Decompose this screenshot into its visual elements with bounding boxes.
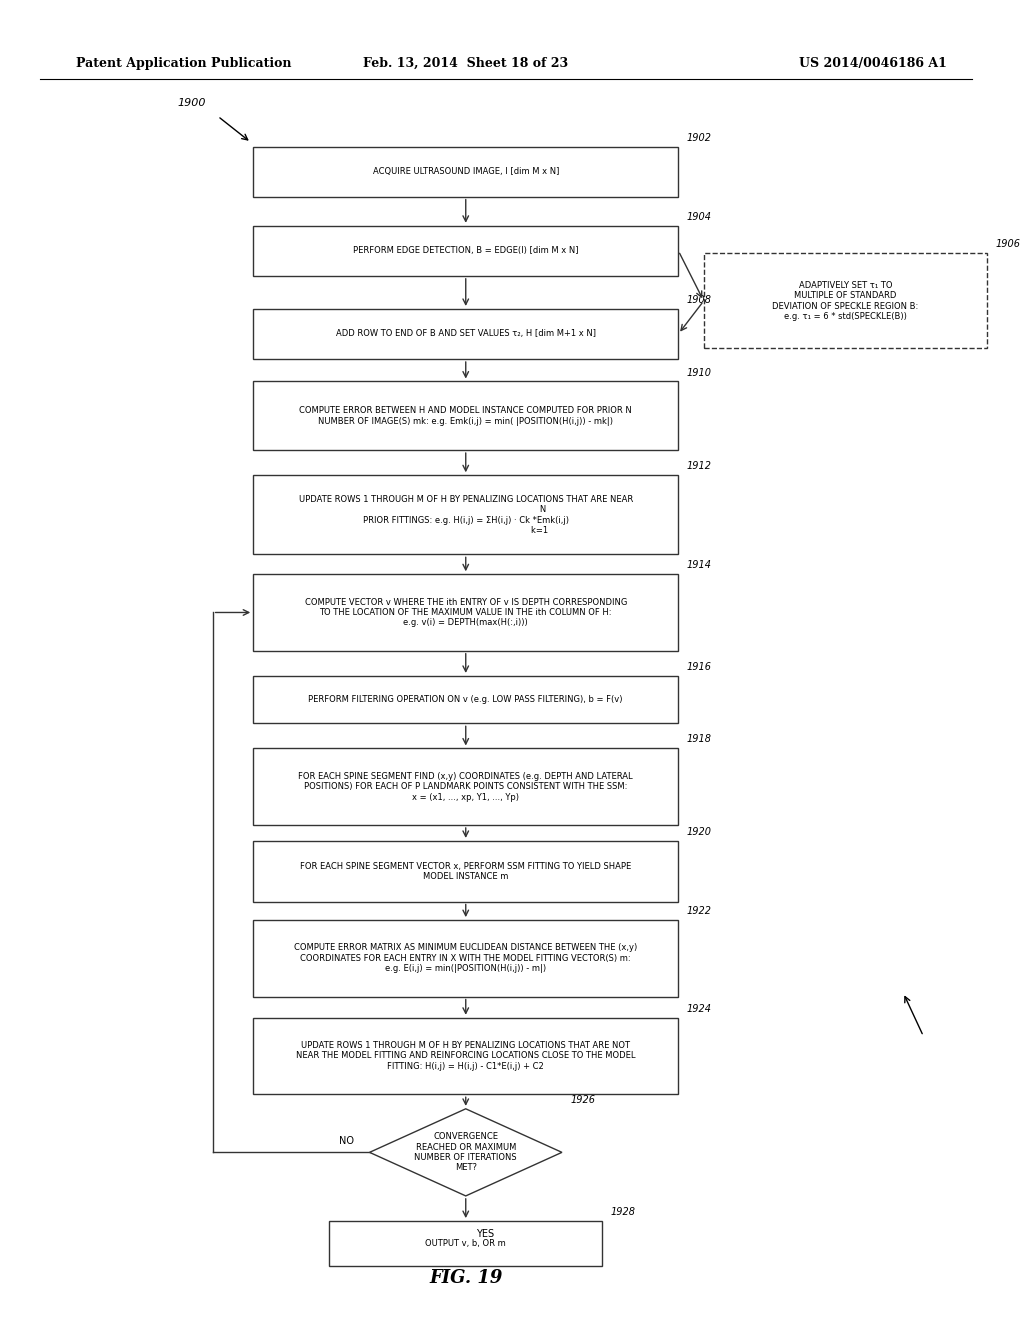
Text: 1910: 1910 — [686, 367, 712, 378]
Text: YES: YES — [476, 1229, 494, 1239]
Text: 1904: 1904 — [686, 211, 712, 222]
FancyBboxPatch shape — [329, 1221, 602, 1266]
Text: OUTPUT v, b, OR m: OUTPUT v, b, OR m — [425, 1239, 506, 1247]
FancyBboxPatch shape — [253, 1018, 678, 1094]
Text: PERFORM EDGE DETECTION, B = EDGE(I) [dim M x N]: PERFORM EDGE DETECTION, B = EDGE(I) [dim… — [353, 247, 579, 255]
Text: NO: NO — [339, 1135, 354, 1146]
Text: UPDATE ROWS 1 THROUGH M OF H BY PENALIZING LOCATIONS THAT ARE NOT
NEAR THE MODEL: UPDATE ROWS 1 THROUGH M OF H BY PENALIZI… — [296, 1041, 636, 1071]
Text: 1906: 1906 — [995, 239, 1020, 249]
Text: 1918: 1918 — [686, 734, 712, 744]
Text: FOR EACH SPINE SEGMENT FIND (x,y) COORDINATES (e.g. DEPTH AND LATERAL
POSITIONS): FOR EACH SPINE SEGMENT FIND (x,y) COORDI… — [298, 772, 633, 801]
Text: 1916: 1916 — [686, 661, 712, 672]
FancyBboxPatch shape — [253, 920, 678, 997]
FancyBboxPatch shape — [253, 748, 678, 825]
Text: 1912: 1912 — [686, 461, 712, 471]
Text: 1922: 1922 — [686, 906, 712, 916]
Text: COMPUTE ERROR BETWEEN H AND MODEL INSTANCE COMPUTED FOR PRIOR N
NUMBER OF IMAGE(: COMPUTE ERROR BETWEEN H AND MODEL INSTAN… — [299, 407, 632, 425]
Text: PERFORM FILTERING OPERATION ON v (e.g. LOW PASS FILTERING), b = F(v): PERFORM FILTERING OPERATION ON v (e.g. L… — [308, 696, 623, 704]
FancyBboxPatch shape — [253, 309, 678, 359]
Text: 1914: 1914 — [686, 560, 712, 570]
Text: ADD ROW TO END OF B AND SET VALUES τ₂, H [dim M+1 x N]: ADD ROW TO END OF B AND SET VALUES τ₂, H… — [336, 330, 596, 338]
Text: ADAPTIVELY SET τ₁ TO
MULTIPLE OF STANDARD
DEVIATION OF SPECKLE REGION B:
e.g. τ₁: ADAPTIVELY SET τ₁ TO MULTIPLE OF STANDAR… — [772, 281, 919, 321]
Text: 1928: 1928 — [610, 1206, 636, 1217]
Text: 1924: 1924 — [686, 1003, 712, 1014]
Text: FIG. 19: FIG. 19 — [429, 1269, 503, 1287]
FancyBboxPatch shape — [253, 226, 678, 276]
Text: 1908: 1908 — [686, 294, 712, 305]
FancyBboxPatch shape — [253, 381, 678, 450]
Text: ACQUIRE ULTRASOUND IMAGE, I [dim M x N]: ACQUIRE ULTRASOUND IMAGE, I [dim M x N] — [373, 168, 559, 176]
FancyBboxPatch shape — [253, 841, 678, 902]
Text: 1900: 1900 — [177, 98, 206, 108]
Text: 1902: 1902 — [686, 132, 712, 143]
FancyBboxPatch shape — [253, 475, 678, 554]
Text: COMPUTE VECTOR v WHERE THE ith ENTRY OF v IS DEPTH CORRESPONDING
TO THE LOCATION: COMPUTE VECTOR v WHERE THE ith ENTRY OF … — [304, 598, 627, 627]
Polygon shape — [370, 1109, 562, 1196]
FancyBboxPatch shape — [253, 574, 678, 651]
Text: CONVERGENCE
REACHED OR MAXIMUM
NUMBER OF ITERATIONS
MET?: CONVERGENCE REACHED OR MAXIMUM NUMBER OF… — [415, 1133, 517, 1172]
Text: COMPUTE ERROR MATRIX AS MINIMUM EUCLIDEAN DISTANCE BETWEEN THE (x,y)
COORDINATES: COMPUTE ERROR MATRIX AS MINIMUM EUCLIDEA… — [294, 944, 637, 973]
FancyBboxPatch shape — [253, 147, 678, 197]
FancyBboxPatch shape — [253, 676, 678, 723]
Text: 1920: 1920 — [686, 826, 712, 837]
Text: 1926: 1926 — [570, 1094, 595, 1105]
Text: Patent Application Publication: Patent Application Publication — [76, 57, 292, 70]
Text: US 2014/0046186 A1: US 2014/0046186 A1 — [799, 57, 946, 70]
Text: FOR EACH SPINE SEGMENT VECTOR x, PERFORM SSM FITTING TO YIELD SHAPE
MODEL INSTAN: FOR EACH SPINE SEGMENT VECTOR x, PERFORM… — [300, 862, 632, 880]
Text: Feb. 13, 2014  Sheet 18 of 23: Feb. 13, 2014 Sheet 18 of 23 — [364, 57, 568, 70]
Text: UPDATE ROWS 1 THROUGH M OF H BY PENALIZING LOCATIONS THAT ARE NEAR
             : UPDATE ROWS 1 THROUGH M OF H BY PENALIZI… — [299, 495, 633, 535]
FancyBboxPatch shape — [703, 253, 987, 348]
